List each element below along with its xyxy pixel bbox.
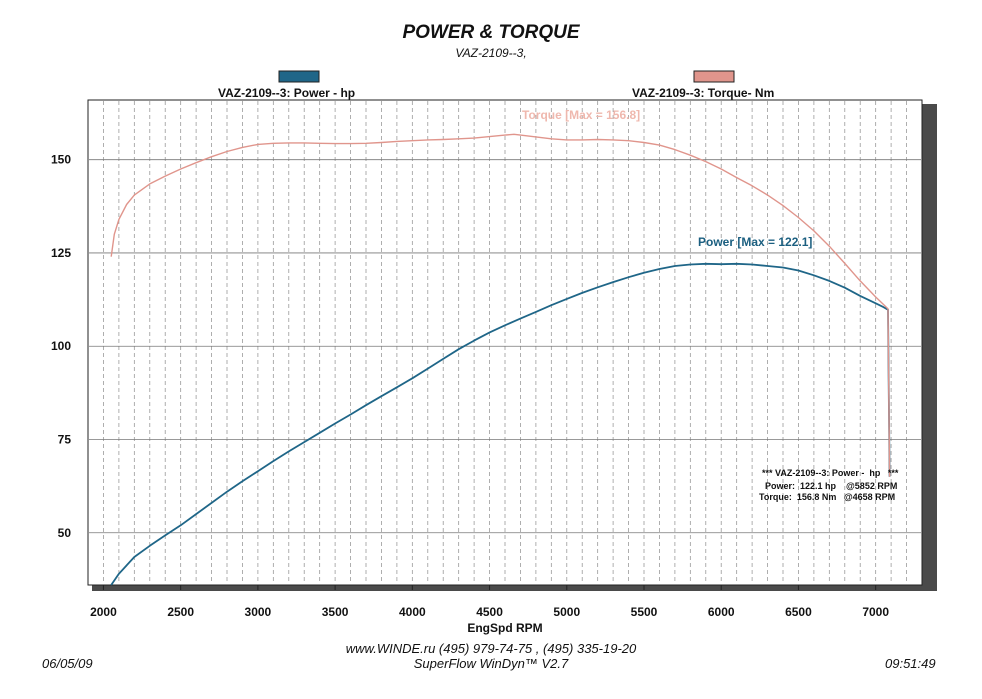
x-tick-label: 2500 [167, 605, 194, 619]
x-axis-label: EngSpd RPM [467, 621, 542, 635]
footer-software: SuperFlow WinDyn™ V2.7 [413, 656, 569, 671]
x-tick-label: 6500 [785, 605, 812, 619]
x-tick-label: 5000 [553, 605, 580, 619]
grid [89, 101, 921, 584]
y-tick-label: 75 [58, 433, 72, 447]
footer-contacts: www.WINDE.ru (495) 979-74-75 , (495) 335… [345, 641, 637, 656]
y-tick-label: 50 [58, 526, 72, 540]
series-lines [110, 133, 891, 586]
x-tick-label: 6000 [708, 605, 735, 619]
summary-line-3: Torque: 156.8 Nm @4658 RPM [759, 492, 895, 502]
y-axis-ticks: 50 75 100 125 150 [51, 153, 71, 540]
y-tick-label: 150 [51, 153, 71, 167]
y-tick-label: 125 [51, 246, 71, 260]
summary-box: *** VAZ-2109--3: Power - hp *** Power: 1… [759, 468, 899, 502]
summary-line-1: *** VAZ-2109--3: Power - hp *** [762, 468, 899, 478]
summary-line-2: Power: 122.1 hp @5852 RPM [765, 481, 897, 491]
x-tick-label: 5500 [631, 605, 658, 619]
x-tick-label: 3500 [322, 605, 349, 619]
y-tick-label: 100 [51, 339, 71, 353]
legend-power-label: VAZ-2109--3: Power - hp [218, 86, 355, 100]
torque-line [110, 133, 891, 477]
power-max-annotation: Power [Max = 122.1] [698, 235, 812, 249]
x-tick-label: 7000 [862, 605, 889, 619]
torque-max-annotation: Torque [Max = 156.8] [522, 108, 640, 122]
x-tick-label: 2000 [90, 605, 117, 619]
x-tick-label: 4500 [476, 605, 503, 619]
legend-swatch-torque [693, 70, 735, 83]
power-line [110, 262, 891, 586]
x-tick-label: 4000 [399, 605, 426, 619]
x-tick-label: 3000 [245, 605, 272, 619]
legend-swatch-power [278, 70, 320, 83]
chart-subtitle: VAZ-2109--3, [455, 46, 527, 60]
chart-title: POWER & TORQUE [402, 22, 580, 43]
footer-date: 06/05/09 [42, 656, 93, 671]
footer-time: 09:51:49 [885, 656, 936, 671]
x-axis-ticks: 2000 2500 3000 3500 4000 4500 5000 5500 6000 6500… [90, 585, 889, 619]
legend-torque-label: VAZ-2109--3: Torque- Nm [632, 86, 774, 100]
